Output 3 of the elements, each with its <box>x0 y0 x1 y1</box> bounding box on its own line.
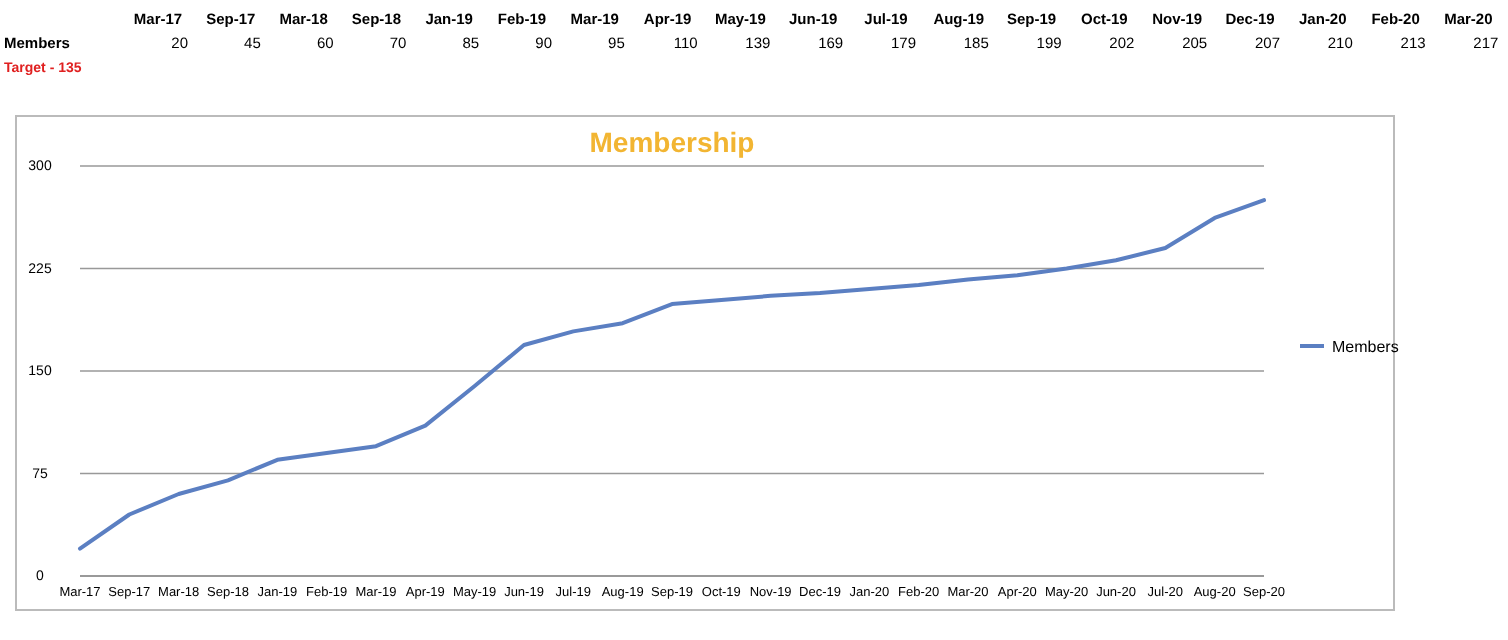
legend-label: Members <box>1332 338 1399 356</box>
line-series <box>78 198 1266 551</box>
chart-title: Membership <box>589 126 755 158</box>
